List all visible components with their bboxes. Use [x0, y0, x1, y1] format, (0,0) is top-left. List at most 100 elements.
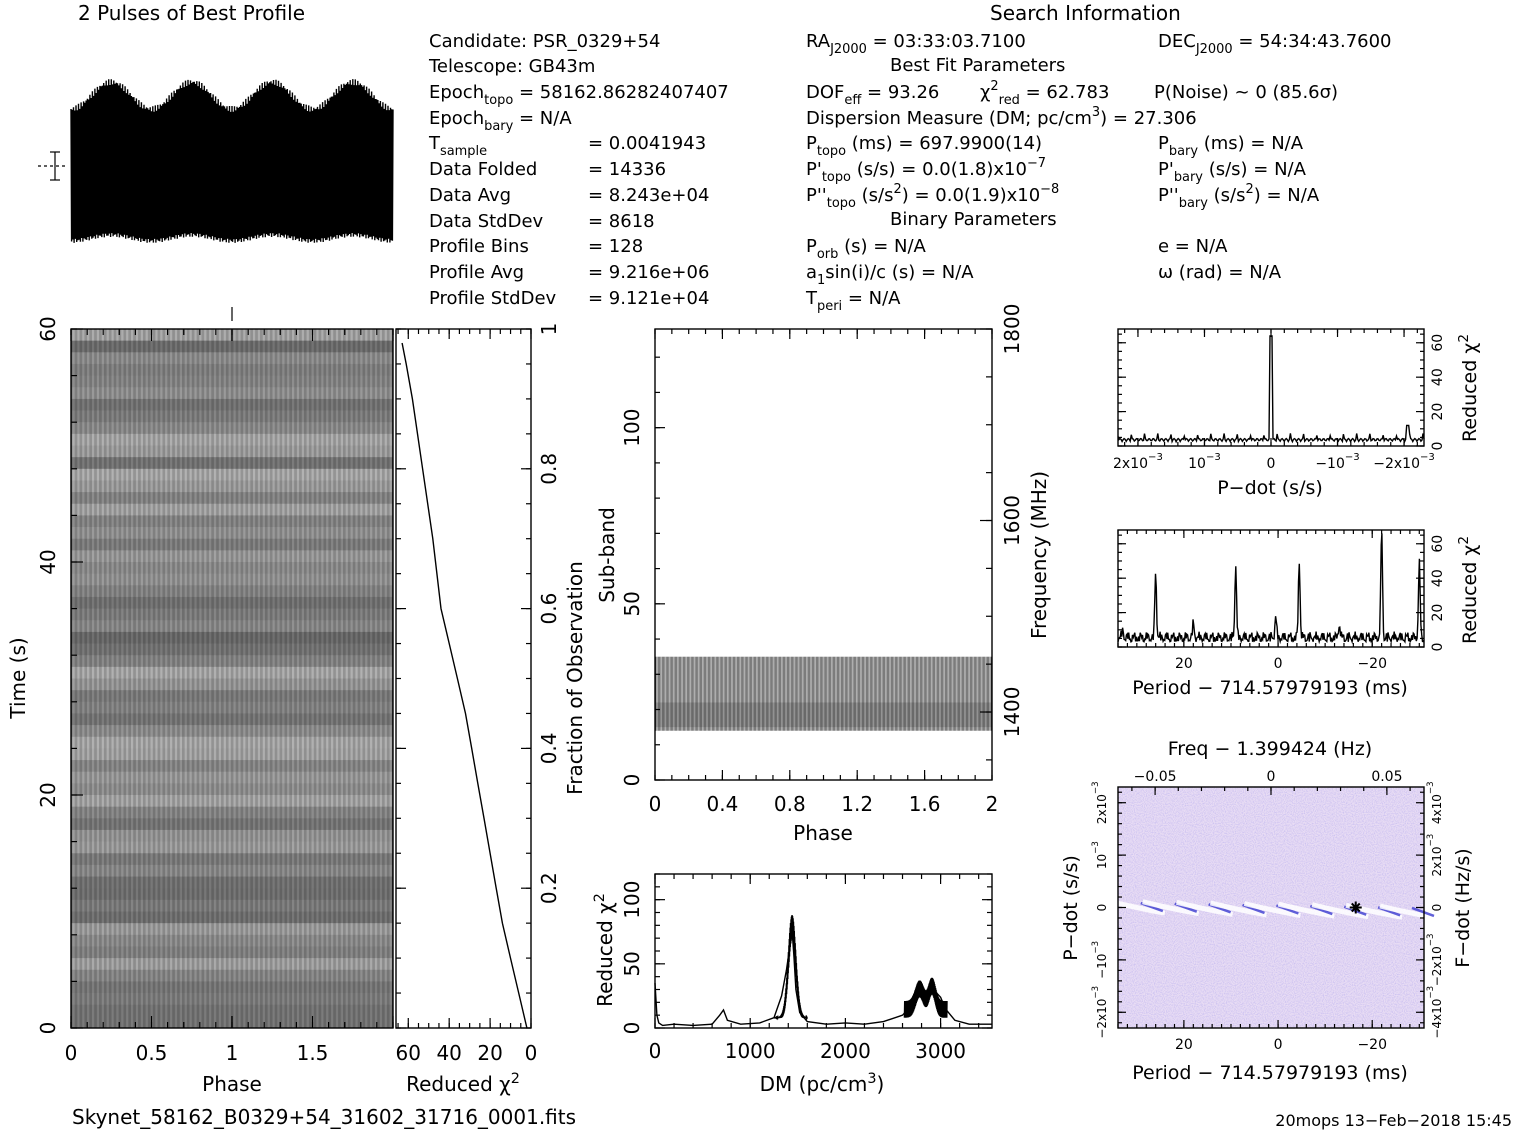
dm-chi2-plot: 0 1000 2000 3000 0 50 100 DM (pc/cm3) Reduced χ2	[592, 873, 993, 1096]
time-row	[71, 387, 393, 400]
ppdot-band-light	[1243, 901, 1301, 918]
chi2-tick-label: 20	[477, 1041, 502, 1065]
dm-value: Dispersion Measure (DM; pc/cm3) = 27.306	[806, 105, 1197, 129]
best-fit-marker	[1349, 901, 1362, 914]
dm-tick-label: 3000	[915, 1039, 966, 1063]
ppdot-pdot-tick: 2x10−3	[1091, 781, 1109, 824]
freq-tick-label: 1400	[1000, 687, 1024, 738]
info-value-5: = 14336	[588, 159, 666, 180]
pdot-topo-value: P'topo (s/s) = 0.0(1.8)x10−7	[806, 156, 1046, 185]
time-row	[71, 806, 393, 819]
ppdot-pdot-axis-label: P−dot (s/s)	[1060, 855, 1082, 961]
dm-secondary-detail	[903, 977, 948, 1018]
pdot-chi2-tick-label: 40	[1430, 368, 1446, 386]
time-row	[71, 783, 393, 796]
subband-phase-tick: 1.6	[909, 792, 941, 816]
phase-tick-label: 1	[226, 1041, 239, 1065]
time-row	[71, 643, 393, 656]
phase-axis-label: Phase	[202, 1072, 262, 1096]
phase-tick-label: 0.5	[136, 1041, 168, 1065]
time-row	[71, 422, 393, 435]
footer-filename: Skynet_58162_B0329+54_31602_31716_0001.f…	[72, 1105, 576, 1129]
pddot-bary-value: P''bary (s/s2) = N/A	[1158, 182, 1320, 211]
info-value-6: = 8.243e+04	[588, 185, 709, 206]
pdot-bary-value: P'bary (s/s) = N/A	[1158, 159, 1307, 185]
pdot-tick-label: 10−3	[1188, 452, 1221, 472]
profile-title: 2 Pulses of Best Profile	[78, 1, 305, 25]
ppdot-band-light	[1108, 898, 1166, 916]
time-row	[71, 608, 393, 621]
time-row	[71, 899, 393, 912]
info-label-0: Candidate: PSR_0329+54	[429, 31, 660, 52]
time-axis-label: Time (s)	[6, 637, 30, 719]
time-row	[71, 771, 393, 784]
time-row	[71, 340, 393, 353]
time-row	[71, 363, 393, 376]
phase-tick-label: 1.5	[297, 1041, 329, 1065]
time-row	[71, 352, 393, 365]
info-label-4: Tsample	[428, 133, 487, 159]
pdot-chi2-curve	[1117, 335, 1425, 444]
time-row	[71, 596, 393, 609]
time-tick-label: 60	[36, 316, 60, 341]
ppdot-period-tick: 0	[1274, 1037, 1283, 1053]
dm-tick-label: 0	[649, 1039, 662, 1063]
subband-phase-tick: 1.2	[841, 792, 873, 816]
ptopo-value: Ptopo (ms) = 697.9900(14)	[806, 133, 1042, 159]
frequency-axis-label: Frequency (MHz)	[1027, 471, 1051, 639]
period-tick-label: −20	[1357, 656, 1387, 672]
best-fit-title: Best Fit Parameters	[890, 55, 1065, 76]
time-row	[71, 888, 393, 901]
ppdot-fdot-tick: 2x10−3	[1426, 834, 1444, 877]
pnoise-value: P(Noise) ~ 0 (85.6σ)	[1154, 82, 1338, 103]
time-row	[71, 585, 393, 598]
phase-tick-label: 0	[65, 1041, 78, 1065]
pdot-tick-label: 0	[1267, 456, 1276, 472]
ppdot-band-light	[1209, 900, 1267, 918]
time-row	[71, 841, 393, 854]
time-row	[71, 864, 393, 877]
pdot-axis-label: P−dot (s/s)	[1217, 477, 1323, 499]
ecc-value: e = N/A	[1158, 236, 1228, 257]
ppdot-fdot-tick: −2x10−3	[1426, 934, 1444, 987]
subband-axis-label: Sub-band	[595, 507, 619, 603]
time-row	[71, 934, 393, 947]
subband-tick-label: 50	[620, 591, 644, 616]
info-label-1: Telescope: GB43m	[428, 56, 595, 77]
omega-value: ω (rad) = N/A	[1158, 262, 1282, 283]
dm-chi2-tick-label: 100	[620, 881, 644, 919]
reduced-chi2-axis-label: Reduced χ2	[406, 1071, 520, 1096]
ppdot-pdot-tick: 10−3	[1091, 841, 1109, 869]
period-chi2-tick-label: 20	[1430, 604, 1446, 622]
fit-parameters: RAJ2000 = 03:33:03.7100 DECJ2000 = 54:34:…	[805, 31, 1392, 314]
ppdot-period-tick: 20	[1175, 1037, 1193, 1053]
time-row	[71, 760, 393, 773]
profile-error-bar	[38, 151, 66, 181]
chi2-vs-time-curve	[401, 342, 528, 1029]
info-label-2: Epochtopo = 58162.86282407407	[429, 82, 729, 108]
time-row	[71, 655, 393, 668]
time-row	[71, 527, 393, 540]
time-row	[71, 981, 393, 994]
time-row	[71, 445, 393, 458]
time-row	[71, 562, 393, 575]
time-row	[71, 515, 393, 528]
ppdot-period-axis-label: Period − 714.57979193 (ms)	[1132, 1062, 1408, 1084]
fraction-axis-label: Fraction of Observation	[563, 561, 587, 795]
time-row	[71, 690, 393, 703]
ppdot-band-dark	[1411, 906, 1435, 918]
ppdot-band-light	[1345, 902, 1403, 920]
a1sini-value: a1sin(i)/c (s) = N/A	[806, 262, 974, 288]
pdot-tick-label: 2x10−3	[1113, 452, 1163, 472]
search-info-title: Search Information	[990, 1, 1181, 25]
chi2-tick-label: 60	[396, 1041, 421, 1065]
time-row	[71, 468, 393, 481]
info-value-10: = 9.121e+04	[588, 288, 709, 309]
ppdot-fdot-tick: −4x10−3	[1426, 986, 1444, 1039]
time-row	[71, 631, 393, 644]
time-row	[71, 573, 393, 586]
time-row	[71, 876, 393, 889]
time-tick-label: 20	[36, 782, 60, 807]
time-row	[71, 398, 393, 411]
ppdot-freq-tick: 0.05	[1371, 769, 1402, 785]
